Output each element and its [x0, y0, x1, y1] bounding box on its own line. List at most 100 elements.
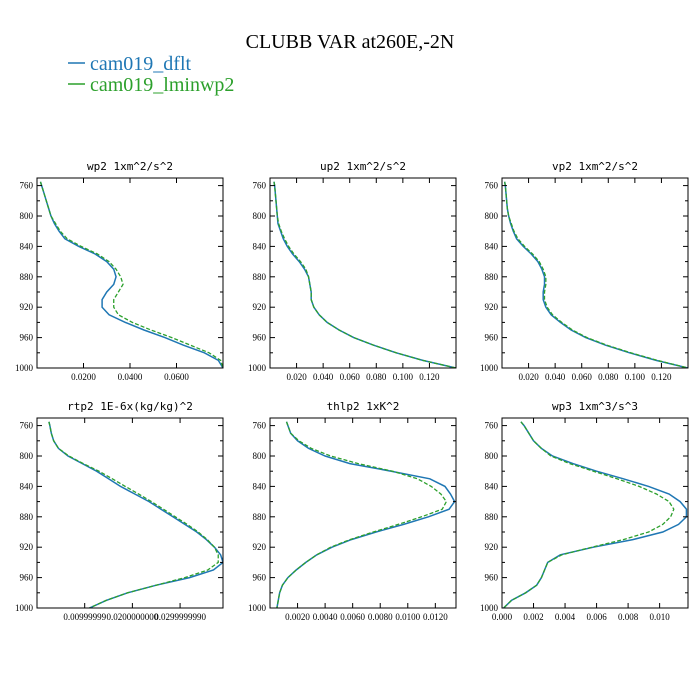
y-tick-label: 960 [253, 333, 267, 343]
series-line-cam019_lminwp2 [276, 421, 448, 608]
y-tick-label: 840 [20, 241, 34, 251]
series-line-cam019_lminwp2 [48, 421, 219, 608]
y-tick-label: 1000 [480, 363, 499, 373]
x-tick-label: 0.000 [492, 612, 513, 622]
y-tick-label: 920 [253, 302, 267, 312]
y-tick-label: 800 [253, 211, 267, 221]
y-tick-label: 800 [20, 451, 34, 461]
y-tick-label: 920 [20, 542, 34, 552]
x-tick-label: 0.020 [518, 372, 539, 382]
panel-2: up2 1xm^2/s^2 760 800 840 880 920 960 1000 0.020… [248, 160, 457, 382]
y-tick-label: 1000 [15, 603, 34, 613]
y-tick-label: 760 [485, 181, 499, 191]
x-tick-label: 0.0400 [118, 372, 143, 382]
y-tick-label: 800 [253, 451, 267, 461]
x-tick-label: 0.010 [650, 612, 671, 622]
x-tick-label: 0.0100 [395, 612, 420, 622]
y-tick-label: 920 [253, 542, 267, 552]
x-tick-label: 0.006 [586, 612, 607, 622]
x-tick-label: 0.0120 [423, 612, 448, 622]
panel-title: wp2 1xm^2/s^2 [87, 160, 173, 173]
series-line-cam019_lminwp2 [273, 181, 456, 368]
y-tick-label: 760 [253, 181, 267, 191]
series-line-cam019_lminwp2 [503, 421, 675, 608]
y-tick-label: 800 [20, 211, 34, 221]
x-tick-label: 0.080 [598, 372, 619, 382]
y-tick-label: 840 [253, 241, 267, 251]
y-tick-label: 880 [253, 272, 267, 282]
y-tick-label: 920 [20, 302, 34, 312]
y-tick-label: 800 [485, 451, 499, 461]
legend-label-lminwp2: cam019_lminwp2 [90, 74, 234, 96]
series-line-cam019_dflt [48, 421, 223, 608]
x-tick-label: 0.040 [313, 372, 334, 382]
x-tick-label: 0.040 [545, 372, 566, 382]
y-tick-label: 960 [20, 333, 34, 343]
series-line-cam019_dflt [273, 181, 456, 368]
y-tick-label: 920 [485, 302, 499, 312]
x-tick-label: 0.120 [419, 372, 440, 382]
y-tick-label: 880 [485, 512, 499, 522]
x-tick-label: 0.0020 [285, 612, 310, 622]
x-tick-label: 0.100 [393, 372, 414, 382]
panel-3: vp2 1xm^2/s^2 760 800 840 880 920 960 1000 0.020… [480, 160, 689, 382]
series-line-cam019_dflt [503, 421, 688, 608]
y-tick-label: 1000 [248, 603, 267, 613]
y-tick-label: 840 [253, 481, 267, 491]
series-line-cam019_dflt [39, 181, 223, 368]
x-tick-label: 0.0080 [368, 612, 393, 622]
panel-1: wp2 1xm^2/s^2 760 800 840 880 920 960 1000 0.020… [15, 160, 224, 382]
series-line-cam019_dflt [276, 421, 456, 608]
x-tick-label: 0.004 [555, 612, 576, 622]
x-tick-label: 0.060 [340, 372, 361, 382]
y-tick-label: 760 [20, 181, 34, 191]
y-tick-label: 760 [253, 421, 267, 431]
x-tick-label: 0.100 [625, 372, 646, 382]
y-tick-label: 1000 [248, 363, 267, 373]
y-tick-label: 960 [20, 573, 34, 583]
series-line-cam019_dflt [503, 181, 688, 368]
x-tick-label: 0.00999999 [63, 612, 106, 622]
series-line-cam019_lminwp2 [39, 181, 223, 368]
legend: cam019_dflt cam019_lminwp2 [68, 53, 234, 96]
y-tick-label: 960 [253, 573, 267, 583]
x-tick-label: 0.020 [286, 372, 307, 382]
y-tick-label: 960 [485, 573, 499, 583]
x-tick-label: 0.0200 [71, 372, 96, 382]
x-tick-label: 0.0600 [164, 372, 189, 382]
series-line-cam019_lminwp2 [504, 181, 688, 368]
x-tick-label: 0.002 [523, 612, 543, 622]
y-tick-label: 880 [20, 272, 34, 282]
x-tick-label: 0.0060 [340, 612, 365, 622]
plot-frame [501, 177, 689, 369]
plot-frame [269, 417, 457, 609]
x-tick-label: 0.120 [651, 372, 672, 382]
y-tick-label: 1000 [480, 603, 499, 613]
y-tick-label: 960 [485, 333, 499, 343]
x-tick-label: 0.080 [366, 372, 387, 382]
y-tick-label: 840 [485, 241, 499, 251]
x-tick-label: 0.0040 [313, 612, 338, 622]
y-tick-label: 880 [20, 512, 34, 522]
panel-title: thlp2 1xK^2 [327, 400, 400, 413]
x-tick-label: 0.0200000000 [107, 612, 159, 622]
y-tick-label: 800 [485, 211, 499, 221]
panel-title: rtp2 1E-6x(kg/kg)^2 [67, 400, 193, 413]
legend-label-dflt: cam019_dflt [90, 53, 192, 75]
x-tick-label: 0.060 [572, 372, 593, 382]
y-tick-label: 760 [485, 421, 499, 431]
y-tick-label: 1000 [15, 363, 34, 373]
panel-title: wp3 1xm^3/s^3 [552, 400, 638, 413]
panel-4: rtp2 1E-6x(kg/kg)^2 760 800 840 880 920 960 100… [15, 400, 224, 622]
y-tick-label: 760 [20, 421, 34, 431]
x-tick-label: 0.008 [618, 612, 639, 622]
figure-title: CLUBB VAR at260E,-2N [246, 31, 455, 53]
plot-frame [36, 417, 224, 609]
panel-title: vp2 1xm^2/s^2 [552, 160, 638, 173]
y-tick-label: 840 [485, 481, 499, 491]
y-tick-label: 880 [485, 272, 499, 282]
panels: wp2 1xm^2/s^2 760 800 840 880 920 960 1000 0.020… [15, 160, 689, 622]
plot-frame [501, 417, 689, 609]
